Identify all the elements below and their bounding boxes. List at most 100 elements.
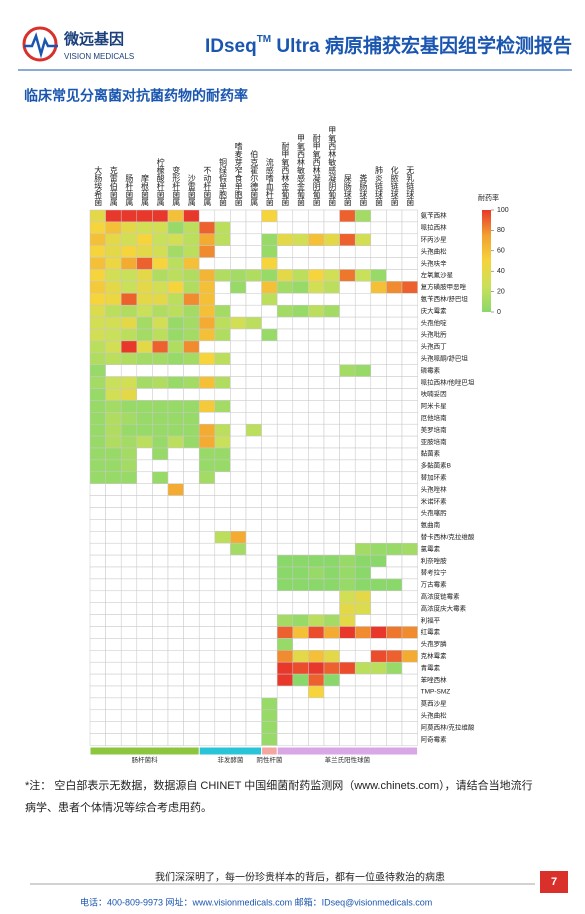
empty-cell — [245, 519, 262, 532]
empty-cell — [276, 245, 294, 258]
empty-cell — [245, 507, 262, 520]
empty-cell — [120, 495, 138, 508]
heat-cell — [308, 554, 325, 568]
empty-cell — [339, 483, 356, 496]
empty-cell — [89, 495, 106, 508]
empty-cell — [214, 626, 231, 639]
empty-cell — [136, 733, 153, 746]
heat-cell — [370, 650, 387, 663]
empty-cell — [370, 328, 387, 342]
column-label: 甲氧西林敏感凝阴葡菌 — [328, 126, 337, 207]
empty-cell — [261, 519, 278, 532]
heat-cell — [105, 459, 122, 473]
empty-cell — [308, 519, 325, 532]
heat-cell — [89, 328, 106, 342]
empty-cell — [354, 507, 372, 520]
empty-cell — [198, 709, 216, 722]
empty-cell — [198, 697, 216, 711]
empty-cell — [370, 495, 387, 508]
empty-cell — [339, 531, 356, 544]
heat-cell — [152, 423, 169, 437]
heat-cell — [308, 626, 325, 639]
empty-cell — [370, 614, 387, 627]
report-title: IDseqTM Ultra 病原捕获宏基因组学检测报告 — [205, 34, 572, 57]
empty-cell — [198, 542, 216, 556]
empty-cell — [152, 721, 169, 734]
heat-cell — [152, 316, 169, 330]
heat-cell — [214, 352, 231, 365]
heat-cell — [120, 340, 138, 354]
row-label: 青霉素 — [421, 663, 441, 672]
empty-cell — [183, 483, 200, 496]
heat-cell — [261, 209, 278, 223]
heat-cell — [261, 721, 278, 734]
empty-cell — [167, 590, 184, 603]
empty-cell — [136, 709, 153, 722]
empty-cell — [136, 364, 153, 377]
empty-cell — [401, 423, 418, 437]
empty-cell — [401, 709, 418, 722]
empty-cell — [89, 626, 106, 639]
empty-cell — [261, 542, 278, 556]
empty-cell — [120, 519, 138, 532]
empty-cell — [386, 721, 403, 734]
empty-cell — [292, 733, 309, 746]
heat-cell — [308, 281, 325, 294]
empty-cell — [323, 447, 340, 461]
group-bar — [277, 747, 418, 755]
heat-cell — [105, 340, 122, 354]
heat-cell — [354, 554, 372, 568]
empty-cell — [354, 638, 372, 651]
heat-cell — [183, 328, 200, 342]
heat-cell — [89, 423, 106, 437]
row-label: 替考拉宁 — [421, 568, 448, 577]
empty-cell — [354, 733, 372, 746]
empty-cell — [386, 459, 403, 473]
empty-cell — [152, 388, 169, 401]
empty-cell — [339, 697, 356, 711]
empty-cell — [386, 495, 403, 508]
empty-cell — [214, 412, 231, 425]
empty-cell — [308, 400, 325, 413]
empty-cell — [401, 721, 418, 734]
empty-cell — [136, 721, 153, 734]
empty-cell — [276, 447, 294, 461]
heat-cell — [136, 412, 153, 425]
empty-cell — [276, 293, 294, 306]
empty-cell — [401, 400, 418, 413]
empty-cell — [214, 733, 231, 746]
heat-cell — [120, 269, 138, 282]
column-label: 大肠埃希菌 — [94, 165, 103, 207]
empty-cell — [386, 400, 403, 413]
empty-cell — [401, 685, 418, 699]
row-label: 氨苄西林 — [421, 211, 448, 220]
heat-cell — [152, 328, 169, 342]
empty-cell — [401, 673, 418, 687]
empty-cell — [136, 459, 153, 473]
heat-cell — [120, 221, 138, 235]
empty-cell — [183, 447, 200, 461]
heat-cell — [214, 269, 231, 282]
heat-cell — [245, 423, 262, 437]
empty-cell — [354, 328, 372, 342]
heat-cell — [323, 554, 340, 568]
empty-cell — [261, 435, 278, 449]
heat-cell — [292, 578, 309, 592]
heat-cell — [261, 697, 278, 711]
empty-cell — [183, 507, 200, 520]
heat-cell — [89, 376, 106, 389]
heat-cell — [308, 233, 325, 246]
empty-cell — [323, 245, 340, 258]
colorbar-tick-label: 80 — [497, 227, 505, 234]
empty-cell — [89, 566, 106, 580]
empty-cell — [401, 507, 418, 520]
heat-cell — [105, 423, 122, 437]
empty-cell — [261, 388, 278, 401]
heat-cell — [339, 566, 356, 580]
heat-cell — [120, 447, 138, 461]
colorbar-title: 耐药率 — [478, 193, 499, 202]
heat-cell — [308, 269, 325, 282]
logo-icon — [22, 26, 58, 62]
heat-cell — [292, 233, 309, 246]
empty-cell — [386, 614, 403, 627]
